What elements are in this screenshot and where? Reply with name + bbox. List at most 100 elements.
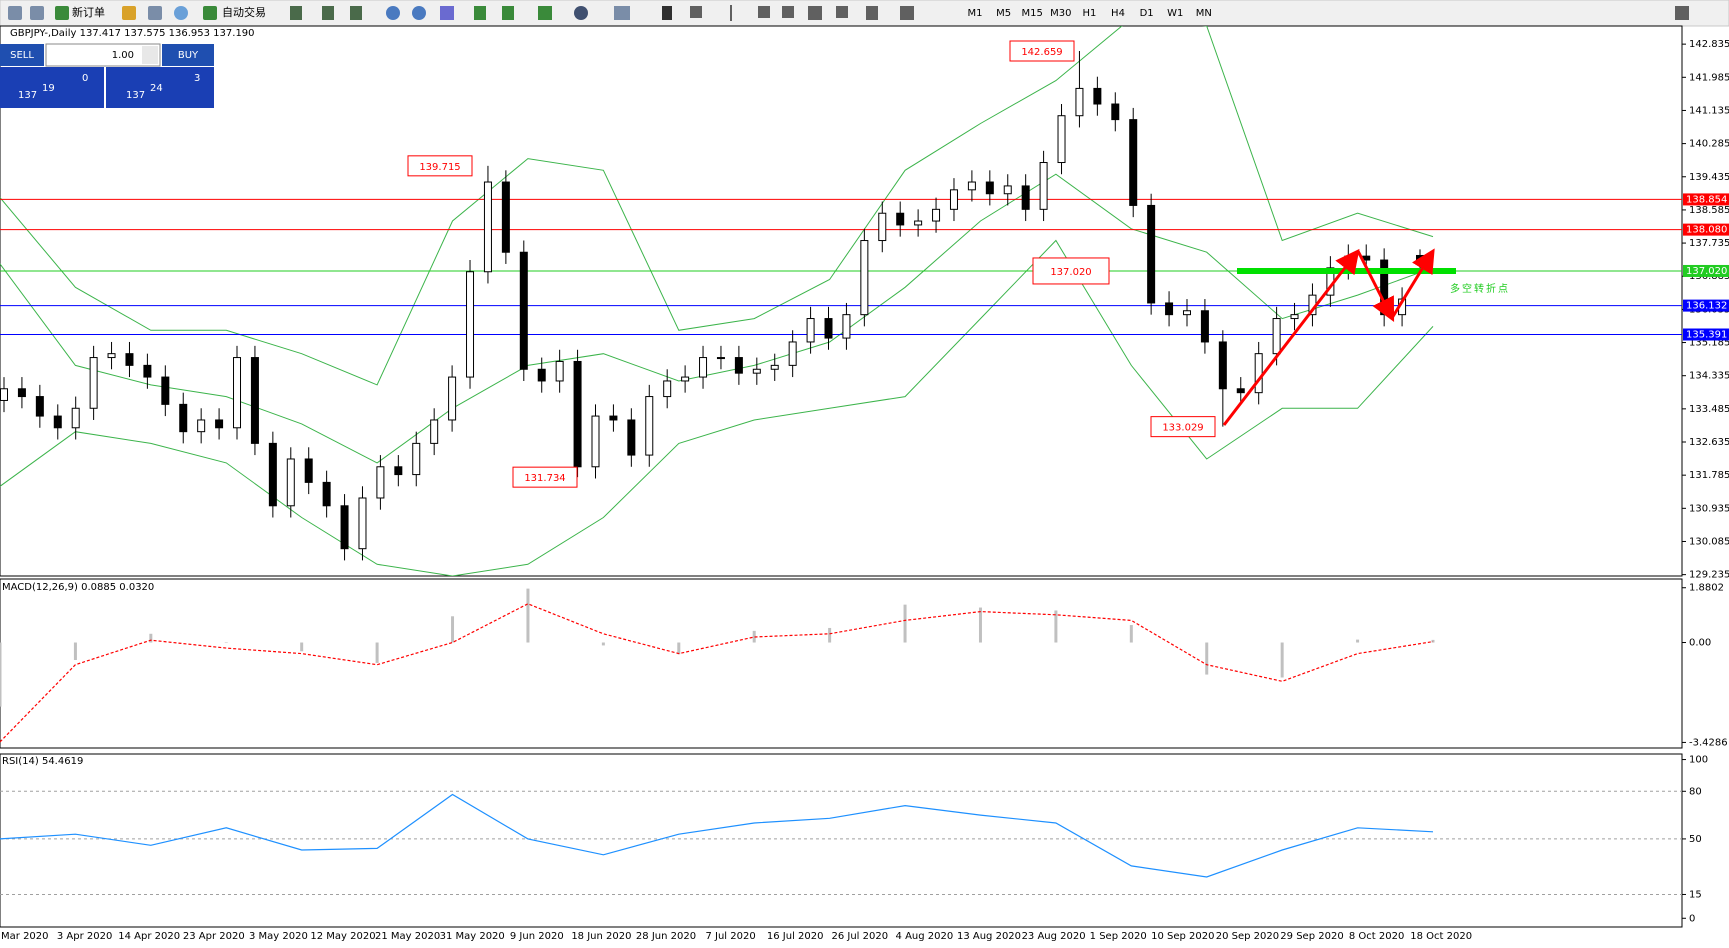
level-tag-label: 138.854: [1686, 194, 1727, 205]
macd-bar: [451, 616, 455, 643]
rsi-plot: [0, 790, 1682, 895]
candle-body: [304, 458, 313, 483]
bid-pip: 0: [82, 73, 88, 84]
price-callout: [1009, 40, 1075, 62]
lot-input[interactable]: [45, 43, 161, 67]
new-order-button[interactable]: 新订单: [72, 5, 105, 19]
y-tick-label: 131.785: [1689, 470, 1729, 481]
indicator-title: RSI(14) 54.4619: [2, 756, 83, 767]
timeframe-button[interactable]: H1: [1082, 8, 1096, 19]
timeframe-button[interactable]: M15: [1022, 8, 1043, 19]
candle-body: [1021, 185, 1030, 210]
price-callout: [1150, 416, 1216, 438]
x-tick-label: 29 Sep 2020: [1280, 931, 1343, 942]
chart-title: GBPJPY-,Daily 137.417 137.575 136.953 13…: [10, 28, 255, 39]
macd-bar: [1129, 625, 1133, 643]
toolbar-buttons: 新订单 自动交易: [72, 5, 266, 19]
candle-body: [107, 353, 116, 359]
candle-body: [1039, 162, 1048, 210]
y-tick-label: 137.735: [1689, 238, 1729, 249]
sell-button[interactable]: [0, 44, 44, 66]
buy-button[interactable]: [162, 44, 214, 66]
candle-body: [573, 360, 582, 468]
timeframe-button[interactable]: W1: [1167, 8, 1183, 19]
price-plot: [0, 26, 1682, 576]
macd-bar: [903, 604, 907, 643]
candle-body: [1200, 310, 1209, 343]
candle-body: [1093, 87, 1102, 105]
candle-body: [179, 403, 188, 433]
ask-figure: 24: [150, 83, 163, 94]
candle-body: [842, 314, 851, 339]
level-tag: [1683, 193, 1729, 206]
x-tick-label: 4 Aug 2020: [896, 931, 954, 942]
candle-body: [0, 388, 8, 401]
y-tick-label: 0: [1689, 913, 1695, 924]
toolbar-icons: [8, 5, 1689, 21]
candle-body: [1182, 310, 1191, 316]
candle-body: [1075, 87, 1084, 117]
macd-bar: [1356, 639, 1360, 643]
level-tag: [1683, 264, 1729, 277]
candle-body: [1416, 254, 1424, 265]
y-tick-label: 138.585: [1689, 205, 1729, 216]
macd-bar: [224, 642, 228, 644]
ask-big: 137: [126, 90, 145, 101]
x-tick-label: 18 Oct 2020: [1410, 931, 1472, 942]
y-tick-label: 129.235: [1689, 570, 1729, 581]
y-tick-label: 141.135: [1689, 105, 1729, 116]
y-tick-label: 80: [1689, 786, 1702, 797]
x-tick-label: 3 Apr 2020: [57, 931, 112, 942]
lot-value: 1.00: [112, 50, 134, 61]
x-tick-label: 28 Jun 2020: [636, 931, 696, 942]
y-tick-label: 142.835: [1689, 39, 1729, 50]
y-tick-label: 133.485: [1689, 404, 1729, 415]
x-tick-label: 31 May 2020: [440, 931, 505, 942]
timeframe-button[interactable]: M30: [1050, 8, 1071, 19]
timeframe-button[interactable]: M5: [996, 8, 1011, 19]
level-tag-label: 135.391: [1686, 330, 1727, 341]
level-tag-label: 137.020: [1686, 266, 1727, 277]
bid-box[interactable]: [0, 67, 104, 108]
x-tick-label: 20 Sep 2020: [1216, 931, 1279, 942]
macd-bar: [1280, 642, 1284, 678]
lot-spinner[interactable]: [142, 46, 158, 64]
ask-pip: 3: [194, 73, 200, 84]
x-tick-label: 23 Aug 2020: [1022, 931, 1086, 942]
timeframe-button[interactable]: D1: [1140, 8, 1154, 19]
candle-body: [376, 466, 385, 499]
candle-body: [17, 388, 26, 398]
candle-body: [949, 189, 958, 210]
timeframe-button[interactable]: H4: [1111, 8, 1125, 19]
macd-bar: [1054, 610, 1058, 643]
bid-figure: 19: [42, 83, 55, 94]
candle-body: [286, 458, 295, 507]
macd-bar: [978, 607, 982, 643]
candle-body: [788, 341, 797, 366]
candle-body: [412, 442, 421, 476]
price-callout-label: 142.659: [1021, 47, 1062, 58]
candle-body: [1272, 318, 1281, 355]
autotrade-button[interactable]: 自动交易: [222, 5, 266, 19]
candle-body: [699, 357, 708, 378]
macd-bar: [0, 642, 2, 707]
macd-bar: [828, 627, 832, 643]
candle-body: [519, 251, 528, 370]
timeframe-button[interactable]: MN: [1196, 8, 1212, 19]
ask-box[interactable]: [106, 67, 214, 108]
candle-body: [430, 419, 439, 444]
macd-signal: [0, 603, 1434, 743]
candle-body: [914, 220, 923, 226]
x-tick-label: 18 Jun 2020: [571, 931, 631, 942]
level-tag: [1683, 299, 1729, 312]
x-tick-label: 1 Sep 2020: [1090, 931, 1147, 942]
y-tick-label: 0.00: [1689, 638, 1711, 649]
candle-body: [1111, 103, 1120, 121]
candle-body: [591, 415, 600, 468]
timeframe-button[interactable]: M1: [968, 8, 983, 19]
x-tick-label: 9 Jun 2020: [510, 931, 564, 942]
candle-body: [627, 419, 636, 456]
chart-layer: 142.835 141.985 141.135 140.285 139.435 138.5…: [0, 26, 1729, 942]
price-callout: [407, 155, 473, 177]
